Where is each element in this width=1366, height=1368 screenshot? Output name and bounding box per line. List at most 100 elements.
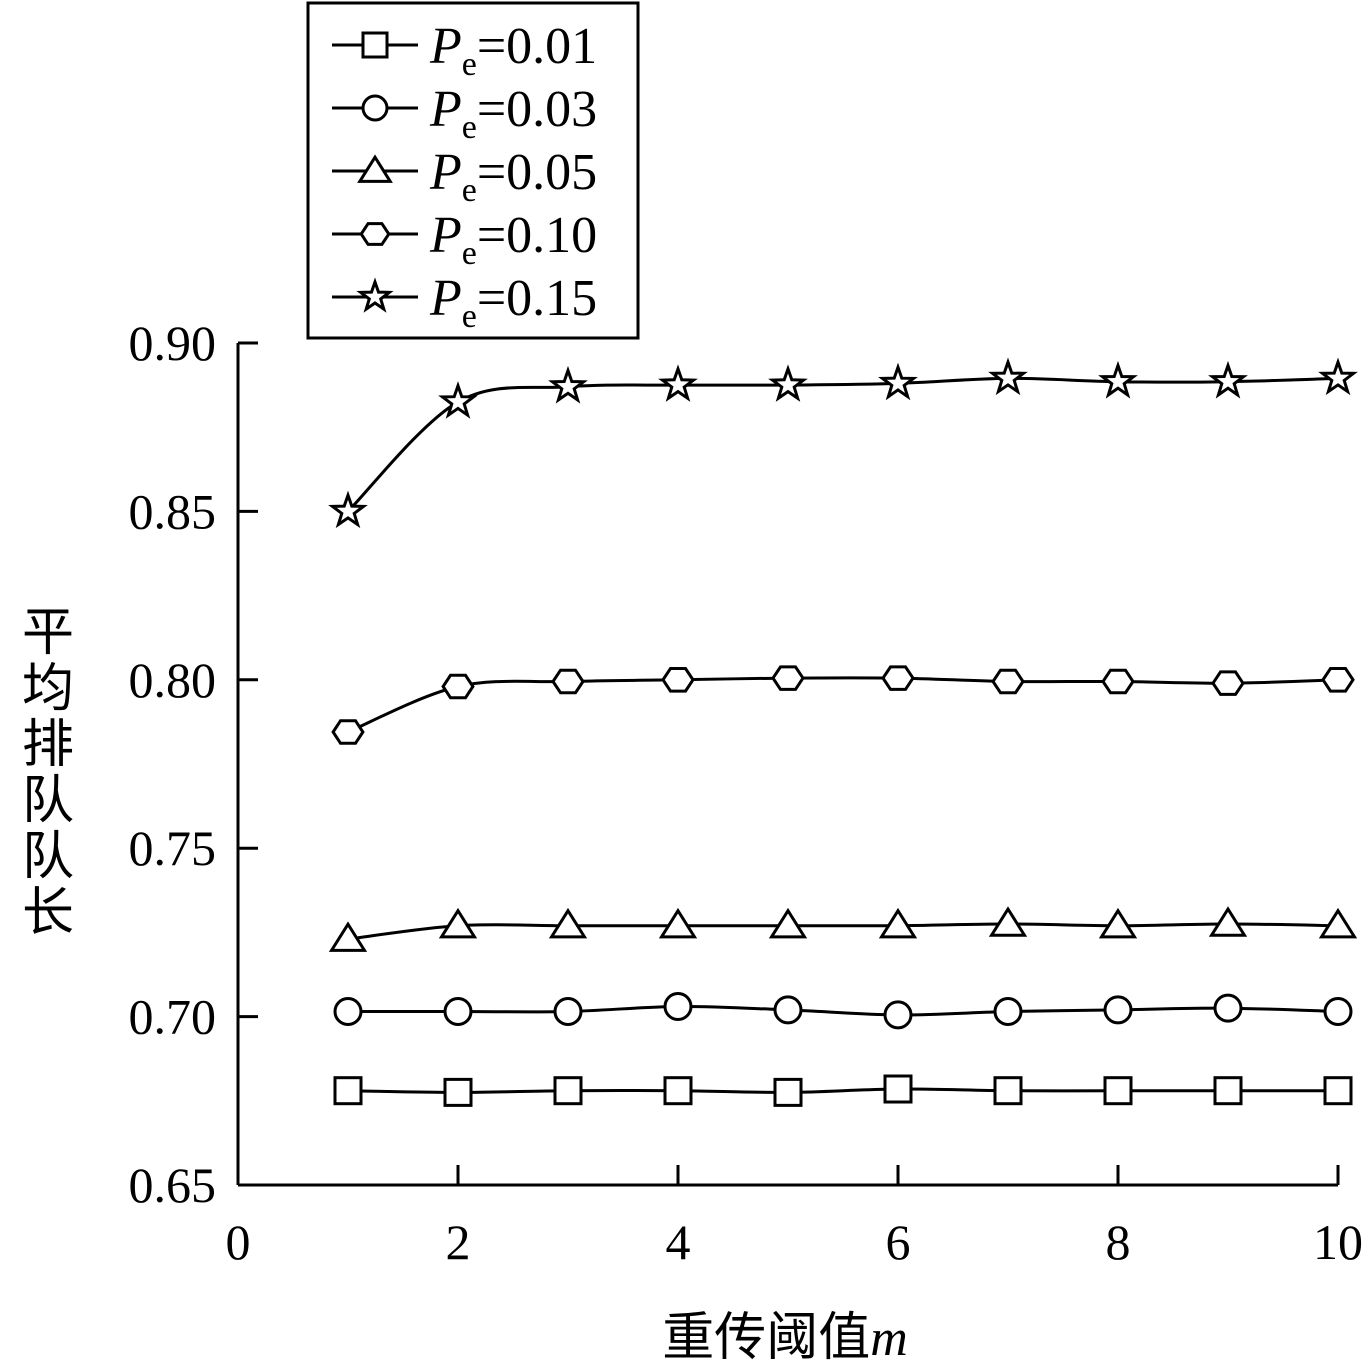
data-point [1103, 1076, 1133, 1106]
data-point [443, 997, 473, 1027]
x-tick-label: 10 [1313, 1214, 1363, 1270]
legend-label-sub: e [462, 298, 477, 335]
data-point [1208, 360, 1248, 399]
legend-label-rest: =0.10 [477, 207, 597, 264]
legend-marker [357, 154, 393, 183]
legend-marker [359, 222, 391, 246]
legend-label-var: P [429, 81, 462, 138]
series-line [347, 676, 1339, 734]
data-point [438, 381, 478, 419]
x-tick-label: 0 [226, 1214, 251, 1270]
data-point [768, 364, 808, 402]
data-point [1321, 667, 1355, 693]
data-point [438, 907, 478, 939]
y-tick-label: 0.65 [129, 1157, 217, 1213]
data-point [1318, 907, 1358, 939]
legend-label-rest: =0.03 [477, 81, 597, 138]
data-point [883, 1000, 913, 1030]
data-point [988, 906, 1028, 937]
x-tick-label: 4 [666, 1214, 691, 1270]
data-point [1098, 907, 1138, 939]
data-point [1213, 993, 1243, 1023]
x-axis-title-var: m [870, 1310, 908, 1367]
data-point [878, 362, 918, 401]
data-point [1101, 668, 1135, 695]
data-point [331, 719, 365, 745]
legend-entry: Pe=0.15 [332, 270, 597, 335]
legend-entry: Pe=0.10 [332, 207, 597, 272]
x-tick-label: 2 [446, 1214, 471, 1270]
legend-label-sub: e [462, 235, 477, 272]
y-tick-label: 0.85 [129, 483, 217, 539]
series-layer [328, 357, 1358, 1107]
data-point [661, 667, 695, 693]
legend-label-var: P [429, 270, 462, 327]
legend-label: Pe=0.10 [429, 207, 597, 272]
data-point [773, 1077, 803, 1107]
legend-label-rest: =0.01 [477, 18, 597, 75]
y-axis-title-char: 队 [22, 771, 74, 831]
data-point [1323, 997, 1353, 1027]
series-circle [333, 991, 1353, 1030]
data-point [993, 997, 1023, 1027]
data-point [441, 673, 475, 700]
legend-label-rest: =0.15 [477, 270, 597, 327]
data-point [1323, 1076, 1353, 1106]
y-tick-label: 0.70 [129, 989, 217, 1045]
legend-label: Pe=0.05 [429, 144, 597, 209]
legend-entry: Pe=0.05 [332, 144, 597, 209]
data-point [551, 668, 585, 695]
y-axis-title-char: 排 [22, 715, 74, 775]
legend-label-sub: e [462, 172, 477, 209]
x-tick-label: 8 [1106, 1214, 1131, 1270]
data-point [1211, 670, 1245, 696]
legend-label-sub: e [462, 46, 477, 83]
legend-entry: Pe=0.01 [332, 18, 597, 83]
y-tick-label: 0.75 [129, 820, 217, 876]
data-point [548, 365, 588, 404]
legend-marker [361, 31, 389, 59]
x-tick-label: 6 [886, 1214, 911, 1270]
series-line [346, 376, 1339, 513]
legend-label-var: P [429, 207, 462, 264]
legend-marker [356, 277, 394, 313]
y-tick-label: 0.90 [129, 315, 217, 371]
x-axis-title-text: 重传阈值 [662, 1308, 870, 1368]
data-point [993, 1076, 1023, 1106]
legend-label: Pe=0.03 [429, 81, 597, 146]
data-point [663, 991, 693, 1021]
data-point [991, 668, 1025, 695]
legend-entry: Pe=0.03 [332, 81, 597, 146]
y-axis-title-char: 平 [22, 603, 74, 663]
data-point [1098, 360, 1138, 399]
y-axis-title-char: 队 [22, 827, 74, 887]
series-hexagon [331, 665, 1355, 745]
data-point [658, 907, 698, 939]
series-square [333, 1074, 1353, 1107]
y-axis-title-char: 长 [22, 883, 74, 943]
data-point [881, 665, 915, 691]
series-line [347, 922, 1339, 941]
data-point [443, 1077, 473, 1107]
legend-marker [361, 94, 389, 122]
legend-label-var: P [429, 18, 462, 75]
data-point [333, 997, 363, 1027]
data-point [663, 1076, 693, 1106]
data-point [883, 1074, 913, 1104]
data-point [773, 995, 803, 1025]
data-point [328, 921, 368, 952]
data-point [1103, 995, 1133, 1025]
axes: 0.65 0.70 0.75 0.80 0.85 0.90 0 2 4 6 8 10 [129, 315, 1364, 1270]
data-point [548, 907, 588, 939]
data-point [553, 1076, 583, 1106]
data-point [768, 907, 808, 939]
data-point [553, 997, 583, 1027]
x-axis-title: 重传阈值m [662, 1308, 908, 1368]
data-point [1208, 906, 1248, 937]
data-point [328, 490, 368, 529]
data-point [878, 907, 918, 939]
series-star [328, 357, 1358, 529]
legend-label-sub: e [462, 109, 477, 146]
